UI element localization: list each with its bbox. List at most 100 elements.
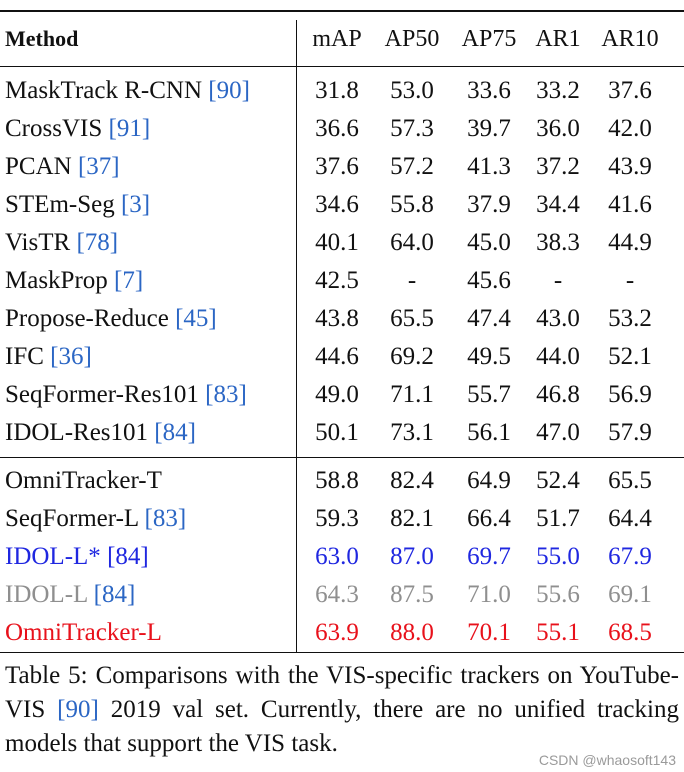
citation-link[interactable]: [83] <box>205 381 247 408</box>
value-ap75: 45.0 <box>467 229 511 256</box>
method-cell: OmniTracker-T <box>5 462 162 500</box>
method-cell: IDOL-Res101 [84] <box>5 414 196 452</box>
value-ar10: 56.9 <box>608 381 652 408</box>
value-ap75: 66.4 <box>467 505 511 532</box>
value-map: 59.3 <box>315 505 359 532</box>
value-ar1: - <box>553 267 563 294</box>
citation-link[interactable]: [84] <box>93 581 136 608</box>
value-ar1: 55.6 <box>536 581 580 608</box>
table-top-rule <box>0 10 684 12</box>
value-ap50: 55.8 <box>390 191 434 218</box>
citation-link[interactable]: [84] <box>107 543 149 570</box>
value-ar1: 55.0 <box>536 543 580 570</box>
method-cell: PCAN [37] <box>5 148 120 186</box>
value-ar1: 36.0 <box>536 115 580 142</box>
method-name: IDOL-Res101 <box>5 419 149 446</box>
value-ap75: 33.6 <box>467 77 511 104</box>
value-map: 43.8 <box>315 305 359 332</box>
table-row: VisTR [78] 40.1 64.0 45.0 38.3 44.9 <box>0 224 684 262</box>
value-ap75: 49.5 <box>467 343 511 370</box>
citation-link[interactable]: [45] <box>175 305 217 332</box>
value-ap50: 71.1 <box>390 381 434 408</box>
method-name: IDOL-L <box>5 581 88 608</box>
citation-link[interactable]: [37] <box>77 153 120 180</box>
table-row: MaskProp [7] 42.5 - 45.6 - - <box>0 262 684 300</box>
table-row: STEm-Seg [3] 34.6 55.8 37.9 34.4 41.6 <box>0 186 684 224</box>
citation-link[interactable]: [78] <box>76 229 119 256</box>
value-ar10: 57.9 <box>608 419 652 446</box>
value-ar1: 46.8 <box>536 381 580 408</box>
table-caption: Table 5: Comparisons with the VIS-specif… <box>5 659 679 761</box>
value-ap75: 41.3 <box>467 153 511 180</box>
table-row: Propose-Reduce [45] 43.8 65.5 47.4 43.0 53.2 <box>0 300 684 338</box>
value-ar10: 69.1 <box>608 581 652 608</box>
value-ar1: 55.1 <box>536 619 580 646</box>
value-map: 49.0 <box>315 381 359 408</box>
citation-link[interactable]: [90] <box>208 77 250 104</box>
value-ar10: 44.9 <box>608 229 652 256</box>
value-ap75: 56.1 <box>467 419 511 446</box>
value-ar1: 37.2 <box>536 153 580 180</box>
table-row: OmniTracker-T 58.8 82.4 64.9 52.4 65.5 <box>0 462 684 500</box>
value-ap50: 64.0 <box>390 229 434 256</box>
value-ar10: 65.5 <box>608 467 652 494</box>
value-ap50: 69.2 <box>390 343 434 370</box>
value-map: 58.8 <box>315 467 359 494</box>
caption-ref[interactable]: [90] <box>57 696 99 723</box>
table-row: IDOL-L [84] 64.3 87.5 71.0 55.6 69.1 <box>0 576 684 614</box>
method-name: STEm-Seg <box>5 191 115 218</box>
method-cell: Propose-Reduce [45] <box>5 300 217 338</box>
value-ar10: - <box>625 267 635 294</box>
table-row: IDOL-L* [84] 63.0 87.0 69.7 55.0 67.9 <box>0 538 684 576</box>
value-ar1: 51.7 <box>536 505 580 532</box>
value-ap50: - <box>407 267 417 294</box>
method-cell: MaskProp [7] <box>5 262 143 300</box>
method-name: MaskTrack R-CNN <box>5 77 202 104</box>
value-ap50: 87.5 <box>390 581 434 608</box>
table-row: IFC [36] 44.6 69.2 49.5 44.0 52.1 <box>0 338 684 376</box>
citation-link[interactable]: [36] <box>50 343 92 370</box>
method-cell: IDOL-L [84] <box>5 576 135 614</box>
value-ar1: 52.4 <box>536 467 580 494</box>
method-name: PCAN <box>5 153 72 180</box>
method-cell: IFC [36] <box>5 338 92 376</box>
citation-link[interactable]: [7] <box>114 267 144 294</box>
value-ar1: 34.4 <box>536 191 580 218</box>
header-rule <box>0 66 684 67</box>
value-ar10: 64.4 <box>608 505 652 532</box>
method-name: IFC <box>5 343 44 370</box>
value-ar10: 52.1 <box>608 343 652 370</box>
column-separator-header <box>296 20 297 66</box>
value-ap50: 87.0 <box>390 543 434 570</box>
method-name: SeqFormer-L <box>5 505 139 532</box>
citation-link[interactable]: [91] <box>108 115 151 142</box>
value-ar1: 43.0 <box>536 305 580 332</box>
value-ar10: 53.2 <box>608 305 652 332</box>
value-ap50: 57.3 <box>390 115 434 142</box>
value-ar10: 37.6 <box>608 77 652 104</box>
method-cell: SeqFormer-Res101 [83] <box>5 376 247 414</box>
value-map: 31.8 <box>315 77 359 104</box>
method-cell: OmniTracker-L <box>5 614 162 652</box>
value-ar1: 47.0 <box>536 419 580 446</box>
citation-link[interactable]: [84] <box>154 419 196 446</box>
watermark: CSDN @whaosoft143 <box>538 752 676 768</box>
value-map: 36.6 <box>315 115 359 142</box>
value-map: 40.1 <box>315 229 359 256</box>
method-name: SeqFormer-Res101 <box>5 381 199 408</box>
value-map: 50.1 <box>315 419 359 446</box>
value-map: 64.3 <box>315 581 359 608</box>
method-cell: MaskTrack R-CNN [90] <box>5 72 250 110</box>
citation-link[interactable]: [83] <box>144 505 187 532</box>
citation-link[interactable]: [3] <box>120 191 151 218</box>
value-ap50: 65.5 <box>390 305 434 332</box>
value-ar10: 41.6 <box>608 191 652 218</box>
header-ar1: AR1 <box>535 26 581 52</box>
value-ar1: 33.2 <box>536 77 580 104</box>
value-ar10: 68.5 <box>608 619 652 646</box>
table-row: SeqFormer-L [83] 59.3 82.1 66.4 51.7 64.4 <box>0 500 684 538</box>
group-rule <box>0 457 684 458</box>
header-map: mAP <box>312 26 362 52</box>
method-cell: STEm-Seg [3] <box>5 186 150 224</box>
value-map: 42.5 <box>315 267 359 294</box>
